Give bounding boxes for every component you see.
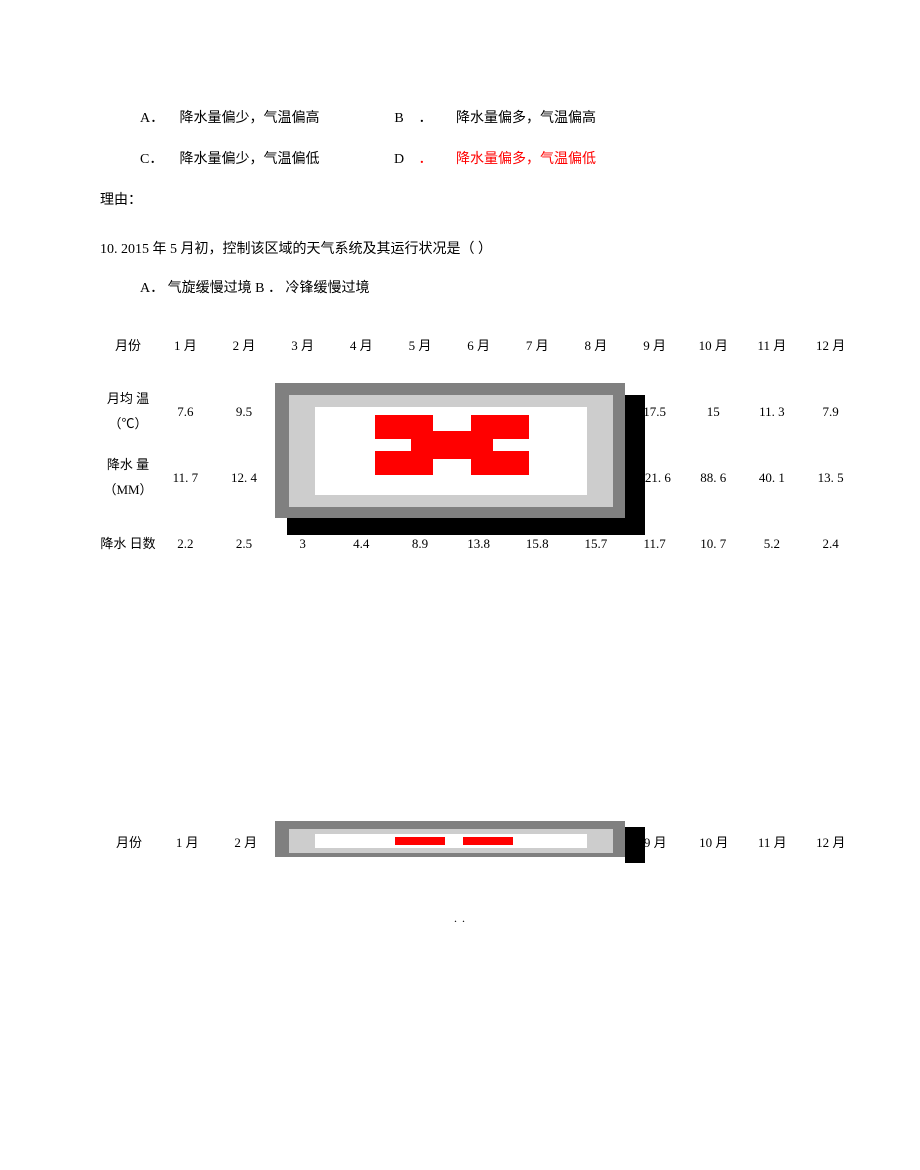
cell: 3 — [273, 511, 332, 577]
cell: 1 月 — [158, 817, 217, 869]
q10-line: 10. 2015 年 5 月初，控制该区域的天气系统及其运行状况是（ ） — [100, 239, 820, 260]
cell: 6 月 — [449, 313, 508, 379]
choice-D-sep: ． — [419, 149, 453, 170]
table2-area: 月份 1 月 2 月 3 月 4 月 5 月 6 月 7 月 8 月 9 月 1… — [100, 817, 820, 869]
row-month-2: 月份 1 月 2 月 3 月 4 月 5 月 6 月 7 月 8 月 9 月 1… — [100, 817, 860, 869]
choice-B-text: 降水量偏多，气温偏高 — [456, 108, 596, 129]
row-month: 月份 1 月 2 月 3 月 4 月 5 月 6 月 7 月 8 月 9 月 1… — [100, 313, 860, 379]
cell: 9 月 — [625, 313, 684, 379]
cell: 9 月 — [626, 817, 685, 869]
choice-C-label: C． — [140, 149, 176, 170]
choice-A-label: A． — [140, 108, 176, 129]
cell: 5.2 — [743, 511, 802, 577]
row-days: 降水 日数 2.2 2.5 3 4.4 8.9 13.8 15.8 15.7 1… — [100, 511, 860, 577]
cell: 12. 6 — [273, 379, 332, 445]
choice-D-text: 降水量偏多，气温偏低 — [456, 149, 596, 170]
q10-options: A． 气旋缓慢过境 B ． 冷锋缓慢过境 — [140, 278, 820, 299]
choice-A-text: 降水量偏少，气温偏高 — [180, 108, 380, 129]
cell: 16. 1 — [332, 379, 391, 445]
cell: 11 月 — [743, 817, 802, 869]
cell: 7.6 — [156, 379, 215, 445]
row-precip: 降水 量 （MM） 11. 7 12. 4 16. 2 26. 91. 173.… — [100, 445, 860, 511]
choice-D-label: D — [383, 149, 415, 170]
row-days-label: 降水 日数 — [100, 511, 156, 577]
cell: 2 月 — [217, 817, 276, 869]
cell: 4.4 — [332, 511, 391, 577]
row-precip-label: 降水 量 （MM） — [100, 445, 156, 511]
q10-B-text: 冷锋缓慢过境 — [285, 281, 369, 296]
cell: 2.5 — [215, 511, 274, 577]
cell: 11 月 — [743, 313, 802, 379]
cell: 10. 7 — [684, 511, 743, 577]
q10-text: 年 5 月初，控制该区域的天气系统及其运行状况是（ ） — [149, 242, 492, 257]
cell: 13. 5 — [801, 445, 860, 511]
row-month-label-2: 月份 — [100, 817, 158, 869]
cell: 19.7 — [508, 379, 567, 445]
cell: 13.8 — [449, 511, 508, 577]
cell: 8 月 — [567, 313, 626, 379]
cell: 11.7 — [625, 511, 684, 577]
cell: 7 月 — [509, 817, 568, 869]
cell: 40. 1 — [743, 445, 802, 511]
cell: 7 月 — [508, 313, 567, 379]
q9-choice-row-1: A． 降水量偏少，气温偏高 B ． 降水量偏多，气温偏高 — [140, 108, 820, 129]
cell: 12 月 — [801, 313, 860, 379]
cell: 205. — [567, 445, 626, 511]
q10-A-text: 气旋缓慢过境 — [168, 281, 252, 296]
cell: 11. 3 — [743, 379, 802, 445]
q10-number: 10. 2015 — [100, 242, 149, 257]
cell: 3 月 — [273, 313, 332, 379]
cell: 26. — [332, 445, 391, 511]
cell: 4 月 — [334, 817, 393, 869]
climate-table-area: 月份 1 月 2 月 3 月 4 月 5 月 6 月 7 月 8 月 9 月 1… — [100, 313, 820, 577]
cell: 121. 6 — [625, 445, 684, 511]
month-row-table: 月份 1 月 2 月 3 月 4 月 5 月 6 月 7 月 8 月 9 月 1… — [100, 817, 860, 869]
cell: 2.4 — [801, 511, 860, 577]
cell: 15.8 — [508, 511, 567, 577]
cell: 5 月 — [391, 313, 450, 379]
cell: 19.6 — [449, 379, 508, 445]
cell: 19.1 — [567, 379, 626, 445]
cell: 2.2 — [156, 511, 215, 577]
choice-B-sep: ． — [419, 108, 453, 129]
footer-dots: . . — [100, 909, 820, 927]
cell: 4 月 — [332, 313, 391, 379]
cell: 173. — [449, 445, 508, 511]
row-temp-label: 月均 温 （℃） — [100, 379, 156, 445]
cell: 2 月 — [215, 313, 274, 379]
cell: 10 月 — [685, 817, 744, 869]
cell: 18. 9 — [391, 379, 450, 445]
q10-A-label: A． — [140, 281, 164, 296]
choice-B-label: B — [383, 108, 415, 129]
page: A． 降水量偏少，气温偏高 B ． 降水量偏多，气温偏高 C． 降水量偏少，气温… — [0, 0, 920, 987]
q10-B-label: B — [255, 281, 264, 296]
cell: 15 — [684, 379, 743, 445]
cell: 15.7 — [567, 511, 626, 577]
row-temp: 月均 温 （℃） 7.6 9.5 12. 6 16. 1 18. 9 19.6 … — [100, 379, 860, 445]
cell: 12. 4 — [215, 445, 274, 511]
cell: 10 月 — [684, 313, 743, 379]
cell: 88. 6 — [684, 445, 743, 511]
q9-choice-row-2: C． 降水量偏少，气温偏低 D ． 降水量偏多，气温偏低 — [140, 149, 820, 170]
climate-table: 月份 1 月 2 月 3 月 4 月 5 月 6 月 7 月 8 月 9 月 1… — [100, 313, 860, 577]
cell: 17.5 — [625, 379, 684, 445]
cell: 8.9 — [391, 511, 450, 577]
cell: 204. — [508, 445, 567, 511]
cell: 5 月 — [392, 817, 451, 869]
cell: 7.9 — [801, 379, 860, 445]
cell: 6 月 — [451, 817, 510, 869]
q10-B-sep: ． — [268, 281, 282, 296]
cell: 11. 7 — [156, 445, 215, 511]
cell: 12 月 — [802, 817, 861, 869]
reason-label: 理由： — [100, 190, 820, 211]
cell: 91. — [391, 445, 450, 511]
cell: 1 月 — [156, 313, 215, 379]
choice-C-text: 降水量偏少，气温偏低 — [180, 149, 380, 170]
cell: 9.5 — [215, 379, 274, 445]
cell: 8 月 — [568, 817, 627, 869]
cell: 16. 2 — [273, 445, 332, 511]
row-month-label: 月份 — [100, 313, 156, 379]
cell: 3 月 — [275, 817, 334, 869]
